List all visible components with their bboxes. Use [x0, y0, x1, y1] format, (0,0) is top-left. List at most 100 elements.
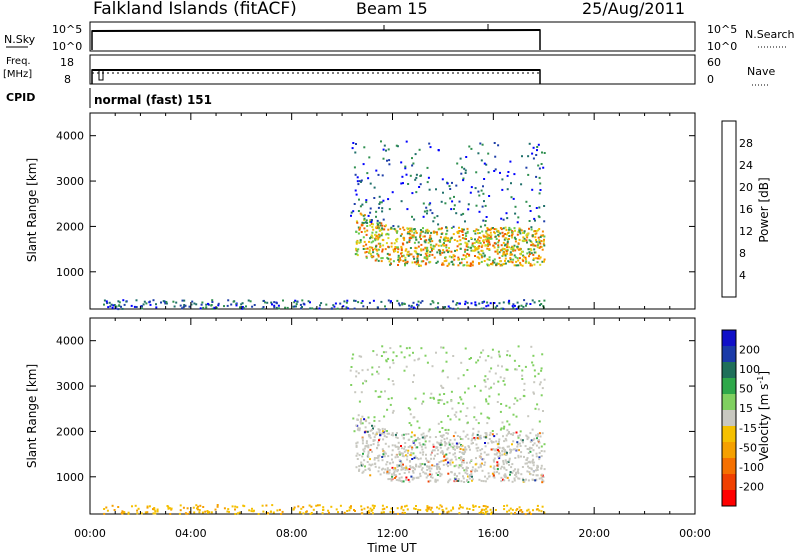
data-point — [437, 463, 440, 466]
data-point — [522, 259, 525, 262]
data-point — [396, 251, 399, 254]
data-point — [413, 507, 416, 510]
data-point — [403, 356, 406, 359]
data-point — [374, 233, 377, 236]
data-point — [217, 302, 220, 305]
data-point — [466, 261, 469, 264]
data-point — [428, 465, 431, 468]
data-point — [107, 306, 110, 309]
data-point — [497, 235, 500, 238]
data-point — [206, 510, 209, 512]
data-point — [473, 249, 476, 252]
colorbar-swatch — [722, 394, 736, 411]
data-point — [436, 474, 439, 476]
data-point — [404, 263, 406, 266]
data-point — [403, 450, 406, 453]
data-point — [507, 460, 510, 463]
data-point — [477, 238, 479, 241]
data-point — [500, 249, 502, 252]
data-point — [395, 478, 398, 481]
data-point — [372, 427, 374, 430]
data-point — [356, 221, 359, 224]
data-point — [442, 346, 445, 349]
data-point — [302, 512, 305, 515]
colorbar-swatch — [722, 490, 736, 507]
data-point — [510, 182, 512, 185]
data-point — [529, 262, 532, 265]
data-point — [464, 450, 467, 453]
data-point — [506, 238, 509, 241]
data-point — [389, 263, 392, 266]
data-point — [383, 471, 386, 474]
data-point — [375, 245, 377, 248]
data-point — [396, 507, 399, 510]
data-point — [358, 468, 361, 471]
data-point — [452, 254, 455, 257]
data-point — [505, 250, 508, 253]
data-point — [492, 459, 495, 462]
data-point — [543, 299, 546, 302]
data-point — [362, 452, 364, 455]
data-point — [512, 248, 515, 251]
data-point — [429, 243, 432, 246]
power-colorbar-label: Power [dB] — [757, 177, 771, 242]
data-point — [377, 395, 380, 398]
nave-tick-high: 60 — [707, 56, 721, 69]
data-point — [399, 345, 402, 348]
data-point — [420, 248, 422, 251]
data-point — [468, 255, 471, 257]
data-point — [392, 511, 395, 513]
data-point — [426, 181, 429, 184]
data-point — [277, 304, 280, 307]
data-point — [543, 235, 546, 238]
data-point — [123, 511, 126, 514]
data-point — [367, 452, 370, 455]
data-point — [400, 247, 403, 250]
data-point — [508, 457, 511, 460]
data-point — [462, 448, 465, 451]
data-point — [428, 460, 431, 463]
data-point — [477, 241, 480, 244]
data-point — [377, 242, 380, 245]
data-point — [500, 476, 503, 479]
data-point — [103, 303, 105, 306]
data-point — [393, 473, 396, 476]
data-point — [406, 227, 409, 230]
data-point — [519, 232, 522, 235]
data-point — [381, 207, 384, 210]
data-point — [152, 299, 155, 302]
data-point — [364, 426, 367, 429]
data-point — [385, 149, 387, 152]
data-point — [464, 347, 467, 350]
data-point — [410, 424, 413, 427]
data-point — [497, 463, 499, 466]
data-point — [426, 465, 429, 468]
data-point — [474, 255, 476, 257]
data-point — [491, 472, 494, 475]
freq-panel: Freq. [MHz] 18 8 60 0 Nave — [3, 54, 775, 86]
data-point — [384, 428, 386, 431]
data-point — [426, 246, 429, 249]
svg-text:Velocity [m s-1]: Velocity [m s-1] — [756, 371, 771, 461]
data-point — [371, 246, 374, 249]
data-point — [415, 463, 418, 466]
data-point — [462, 402, 465, 405]
data-point — [484, 445, 487, 448]
data-point — [524, 258, 527, 261]
data-point — [273, 301, 276, 304]
data-point — [504, 254, 507, 257]
data-point — [118, 304, 121, 307]
data-point — [470, 439, 473, 442]
data-point — [436, 466, 438, 469]
data-point — [459, 410, 462, 413]
data-point — [447, 263, 450, 266]
data-point — [297, 505, 300, 508]
data-point — [500, 244, 503, 247]
data-point — [436, 441, 439, 444]
data-point — [372, 255, 375, 258]
data-point — [396, 299, 399, 302]
data-point — [413, 250, 416, 253]
data-point — [527, 465, 529, 468]
data-point — [527, 508, 530, 511]
data-point — [484, 224, 487, 227]
